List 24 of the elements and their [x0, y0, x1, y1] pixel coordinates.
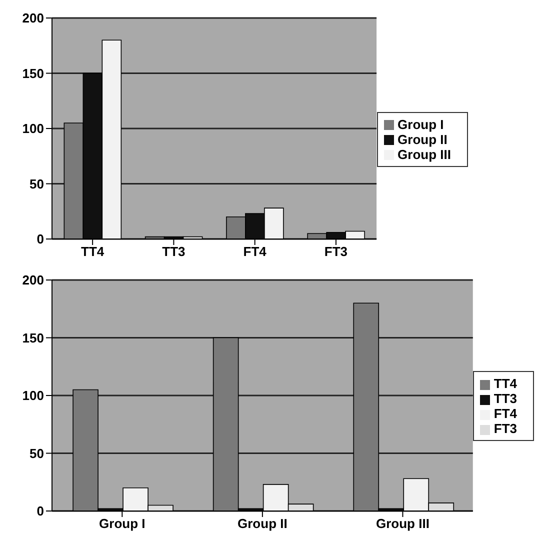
x-tick-label: TT3	[162, 244, 186, 260]
y-tick-label: 100	[22, 121, 44, 136]
y-tick-label: 0	[36, 504, 44, 519]
legend-label: Group III	[398, 146, 451, 162]
legend-label: TT4	[494, 376, 517, 391]
x-tick-label: FT4	[243, 244, 268, 260]
legend-label: TT3	[494, 391, 517, 406]
y-tick-label: 100	[22, 388, 44, 404]
legend-label: FT3	[494, 421, 517, 436]
y-tick-label: 150	[22, 330, 44, 346]
x-tick-label: FT3	[324, 244, 348, 260]
x-tick-label: Group II	[238, 516, 288, 532]
x-tick-label: Group III	[376, 516, 430, 532]
x-tick-label: TT4	[81, 244, 105, 260]
legend-label: FT4	[494, 406, 517, 421]
legend-label: Group I	[398, 116, 444, 132]
y-tick-label: 50	[30, 446, 44, 461]
y-tick-label: 200	[22, 10, 44, 26]
legend-label: Group II	[398, 132, 448, 146]
x-tick-label: Group I	[99, 516, 146, 532]
y-tick-label: 200	[22, 272, 44, 288]
y-tick-label: 0	[36, 232, 44, 247]
y-tick-label: 50	[30, 176, 44, 192]
y-tick-label: 150	[22, 66, 44, 81]
